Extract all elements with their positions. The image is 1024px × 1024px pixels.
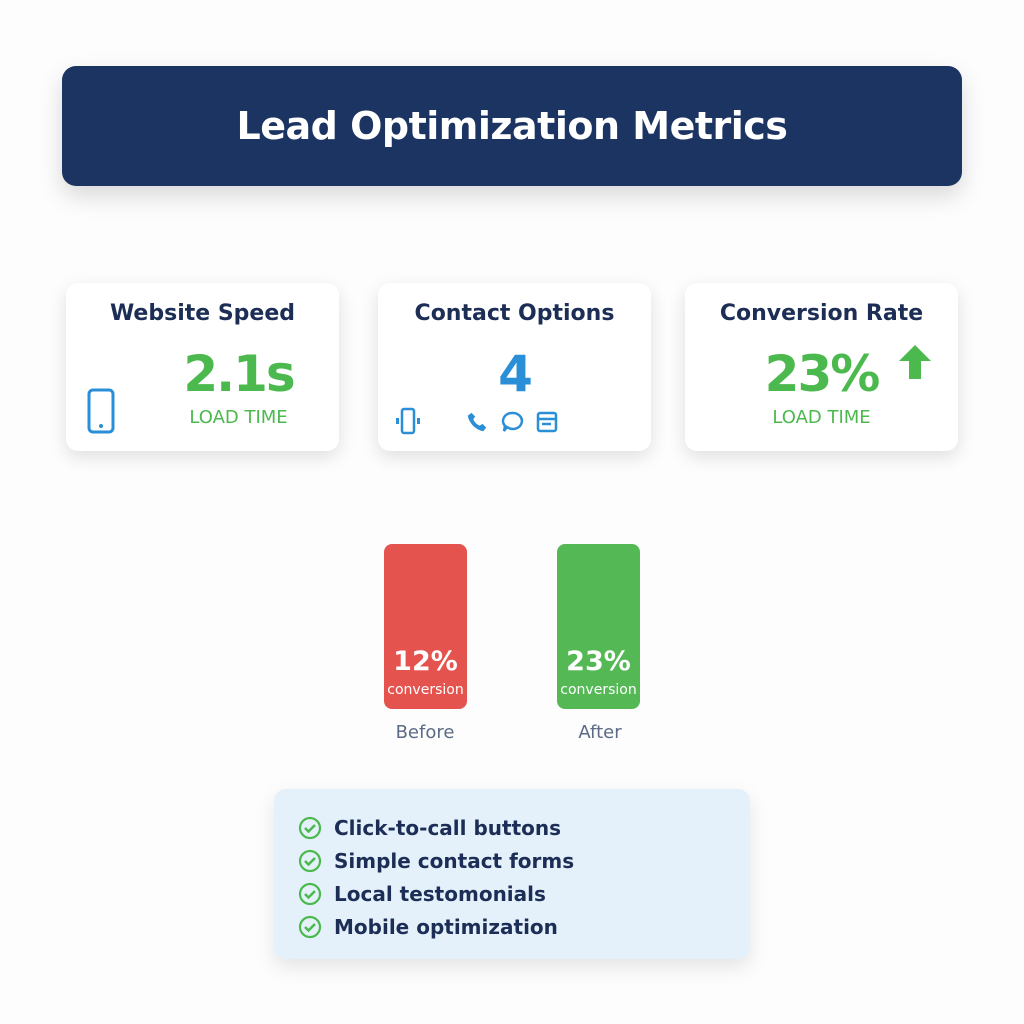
bar-after: 23% conversion (557, 544, 640, 709)
check-circle-icon (298, 882, 322, 905)
bar-value: 23% (566, 646, 631, 677)
phone-vibrate-icon (396, 407, 420, 435)
bar-label-after: After (578, 722, 622, 743)
check-circle-icon (298, 849, 322, 872)
checklist-item: Mobile optimization (298, 910, 750, 943)
bar-caption: conversion (387, 682, 464, 698)
check-circle-icon (298, 816, 322, 839)
checklist-text: Simple contact forms (334, 848, 575, 873)
checklist-item: Click-to-call buttons (298, 811, 750, 844)
checklist-item: Simple contact forms (298, 844, 750, 877)
smartphone-icon (87, 388, 115, 434)
bar-label-before: Before (395, 722, 455, 743)
website-speed-card: Website Speed 2.1s LOAD TIME (66, 283, 339, 451)
checklist-text: Local testomonials (334, 881, 546, 906)
form-icon (536, 411, 558, 433)
check-circle-icon (298, 915, 322, 938)
card-value: 4 (498, 345, 533, 403)
card-value: 23% (764, 345, 881, 403)
checklist: Click-to-call buttons Simple contact for… (274, 789, 750, 959)
conversion-rate-card: Conversion Rate 23% LOAD TIME (685, 283, 958, 451)
card-title: Conversion Rate (719, 301, 924, 326)
checklist-text: Click-to-call buttons (334, 815, 562, 840)
checklist-text: Mobile optimization (334, 914, 558, 939)
checklist-item: Local testomonials (298, 877, 750, 910)
card-value: 2.1s (183, 345, 295, 403)
card-caption: LOAD TIME (772, 407, 871, 428)
bar-value: 12% (393, 646, 458, 677)
chat-bubble-icon (501, 411, 524, 432)
phone-icon (467, 412, 487, 432)
bar-caption: conversion (560, 682, 637, 698)
header-banner: Lead Optimization Metrics (62, 66, 962, 186)
contact-options-card: Contact Options 4 (378, 283, 651, 451)
card-title: Contact Options (414, 301, 615, 326)
card-title: Website Speed (109, 301, 296, 326)
page-title: Lead Optimization Metrics (236, 104, 788, 148)
arrow-up-icon (899, 345, 931, 379)
card-caption: LOAD TIME (189, 407, 288, 428)
bar-before: 12% conversion (384, 544, 467, 709)
